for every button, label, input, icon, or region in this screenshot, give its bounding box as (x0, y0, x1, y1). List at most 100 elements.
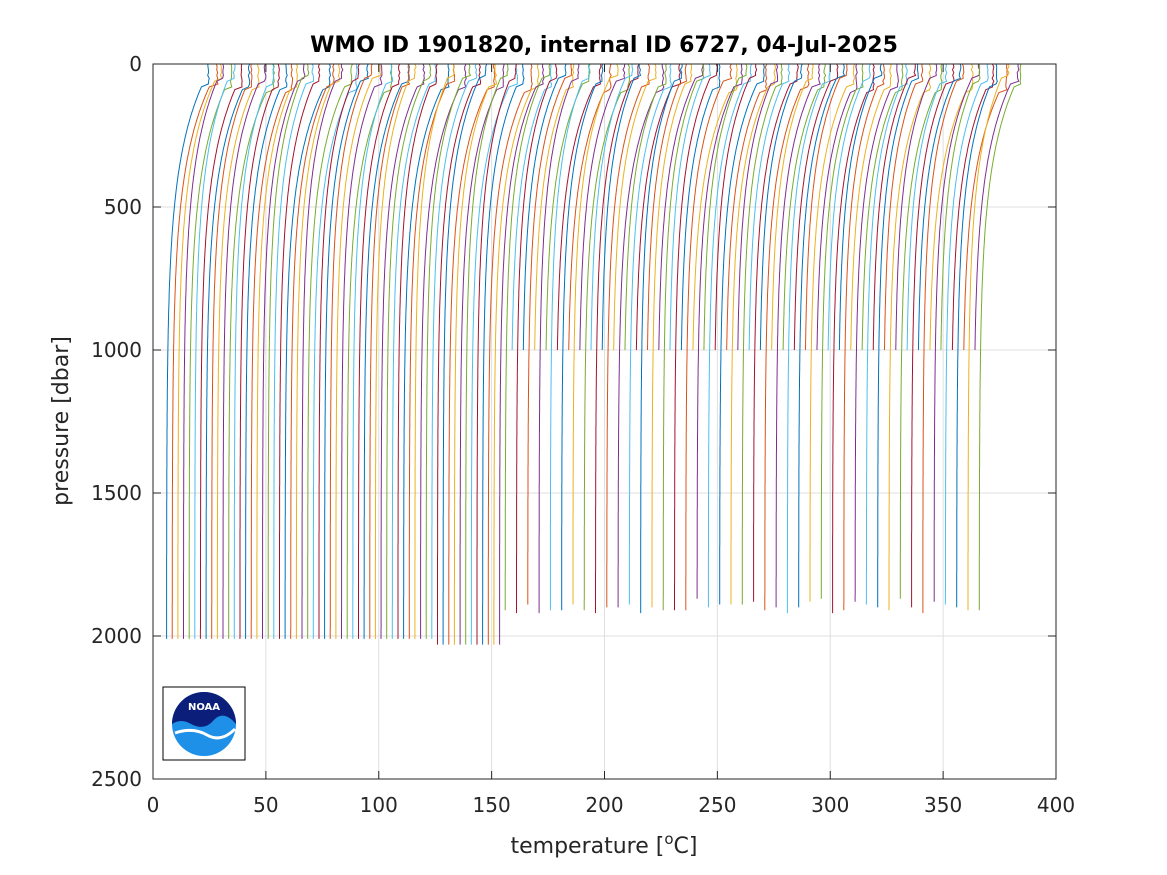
profile-line (318, 64, 360, 639)
profile-line (166, 64, 210, 639)
x-axis-label: temperature [oC] (510, 830, 697, 859)
x-tick-label: 350 (924, 793, 962, 817)
profile-line (476, 64, 517, 645)
profile-line (437, 64, 482, 645)
profile-line (850, 64, 892, 350)
profile-line (737, 64, 779, 351)
profile-line (341, 64, 383, 639)
x-axis-label-superscript: o (664, 830, 673, 848)
profile-line (703, 64, 748, 351)
profile-line (978, 64, 1022, 611)
profile-line (335, 64, 382, 639)
profile-line (888, 64, 932, 611)
profile-line (692, 64, 738, 351)
profile-line (827, 64, 871, 351)
profile-line (346, 64, 393, 639)
profile-line (245, 64, 288, 639)
profile-line (352, 64, 394, 639)
profile-line (651, 64, 693, 608)
profile-line (951, 64, 995, 350)
x-tick-label: 0 (147, 793, 160, 817)
profile-line (504, 64, 551, 611)
profile-line (601, 64, 642, 351)
profile-line (324, 64, 369, 639)
x-axis-ticks: 0 50 100 150 200 250 300 350 400 (147, 64, 1075, 817)
profile-line (793, 64, 839, 351)
profile-line (884, 64, 924, 350)
profile-line (922, 64, 965, 614)
profile-line (262, 64, 306, 639)
profile-line (782, 64, 827, 351)
y-axis-label: pressure [dbar] (49, 336, 74, 506)
profile-line (583, 64, 630, 611)
profile-line (838, 64, 883, 350)
profile-line (556, 64, 602, 350)
profile-line (707, 64, 752, 608)
profile-line (493, 64, 540, 645)
profile-line (730, 64, 776, 605)
profile-line (628, 64, 672, 605)
y-tick-label: 2000 (91, 624, 142, 648)
profile-line (929, 64, 974, 350)
profile-line (216, 64, 260, 639)
profile-line (624, 64, 667, 350)
y-tick-label: 2500 (91, 767, 142, 791)
profile-line (329, 64, 373, 639)
profile-line (403, 64, 450, 639)
x-tick-label: 250 (698, 793, 736, 817)
profile-line (906, 64, 948, 351)
profile-line (963, 64, 1008, 351)
profile-line (369, 64, 411, 639)
profile-line (194, 64, 236, 639)
profile-line (391, 64, 437, 639)
profile-line (386, 64, 432, 639)
profile-line (425, 64, 472, 639)
profile-line (764, 64, 810, 611)
profile-line (363, 64, 410, 639)
profile-line (662, 64, 705, 611)
profile-line (899, 64, 943, 599)
profile-line (606, 64, 651, 608)
profile-line (674, 64, 718, 611)
profile-line (748, 64, 791, 351)
profile-line (877, 64, 919, 608)
profile-line (487, 64, 533, 645)
profile-line (680, 64, 721, 350)
profile-line (617, 64, 665, 608)
profile-line (714, 64, 758, 350)
profile-line (408, 64, 456, 639)
profile-line (499, 64, 545, 645)
noaa-logo: NOAA (162, 686, 246, 761)
profile-line (420, 64, 467, 639)
profile-line (211, 64, 253, 639)
profile-line (572, 64, 619, 605)
profile-series (166, 64, 1022, 645)
profile-line (872, 64, 917, 350)
profile-line (205, 64, 251, 639)
profile-line (199, 64, 243, 639)
profile-line (256, 64, 298, 639)
profile-line (719, 64, 765, 605)
profile-line (685, 64, 733, 611)
profile-line (284, 64, 331, 639)
profile-line (956, 64, 998, 608)
profile-line (775, 64, 821, 608)
profile-line (579, 64, 626, 350)
profile-line (453, 64, 498, 645)
profile-line (273, 64, 315, 639)
profile-line (590, 64, 634, 351)
noaa-logo-text: NOAA (188, 702, 220, 713)
profile-line (307, 64, 353, 639)
profile-line (771, 64, 814, 350)
profile-line (895, 64, 938, 350)
profile-line (816, 64, 858, 350)
profile-line (809, 64, 856, 602)
profile-line (741, 64, 783, 605)
y-tick-label: 1500 (91, 481, 142, 505)
profile-line (854, 64, 899, 602)
profile-line (669, 64, 711, 350)
x-tick-label: 150 (473, 793, 511, 817)
profile-line (516, 64, 558, 614)
profile-line (726, 64, 768, 350)
